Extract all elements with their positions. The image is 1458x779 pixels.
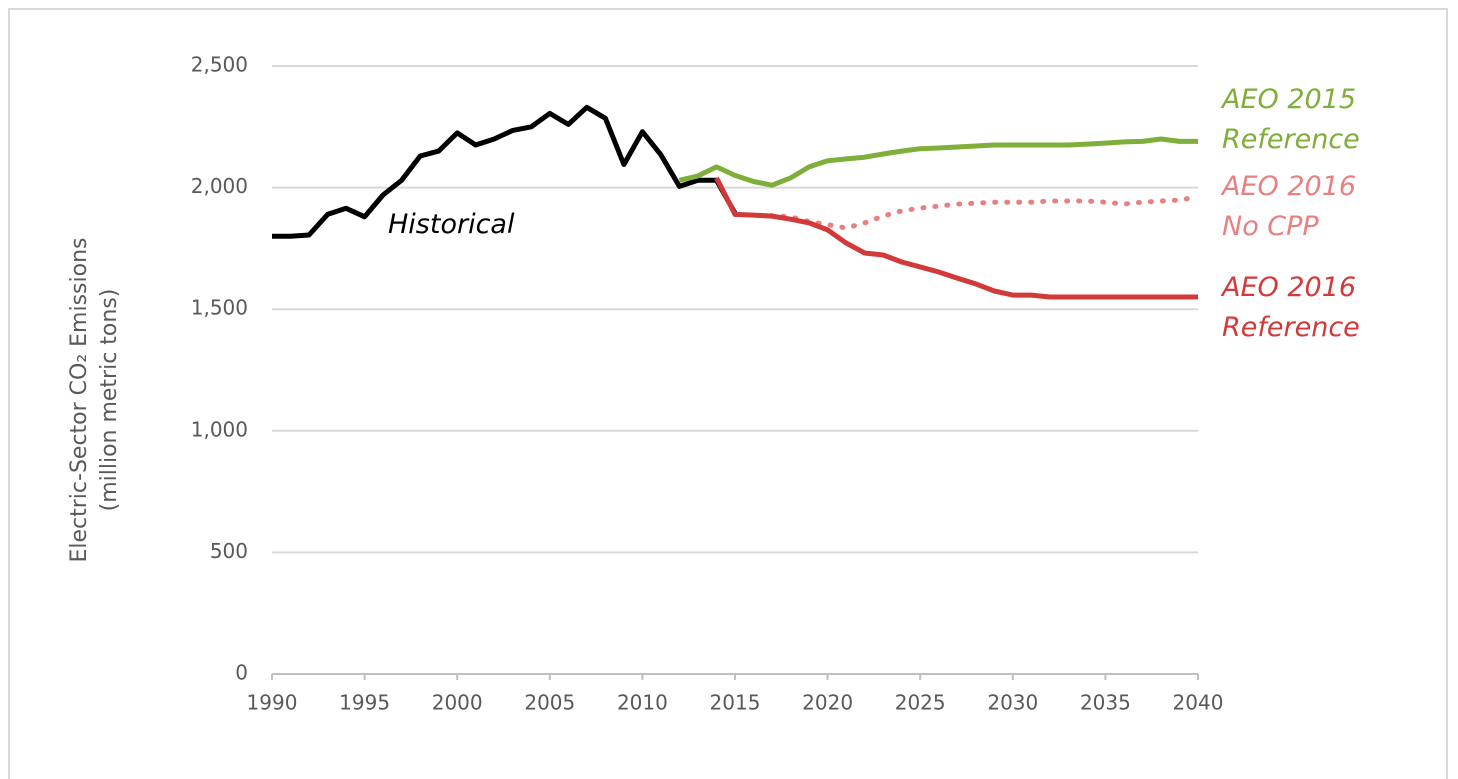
x-tick-label: 2005 [524, 691, 575, 715]
series-line [714, 176, 1198, 300]
series-label: AEO 2015 Reference [1222, 84, 1360, 155]
series-label: Historical [388, 209, 515, 240]
series-label: AEO 2016 No CPP [1222, 171, 1357, 242]
y-axis-label: Electric-Sector CO₂ Emissions (million m… [67, 237, 122, 563]
y-tick-label: 1,500 [191, 296, 248, 320]
x-tick-label: 2035 [1080, 691, 1131, 715]
x-tick-label: 2030 [987, 691, 1038, 715]
x-tick-label: 2015 [710, 691, 761, 715]
chart-frame [8, 8, 1448, 779]
y-tick-label: 2,000 [191, 174, 248, 198]
x-tick-label: 2010 [617, 691, 668, 715]
y-tick-label: 0 [235, 661, 248, 685]
x-tick-label: 1995 [339, 691, 390, 715]
x-tick-label: 2025 [895, 691, 946, 715]
y-tick-label: 500 [210, 539, 248, 563]
x-tick-label: 2020 [802, 691, 853, 715]
series-label: AEO 2016 Reference [1222, 272, 1360, 343]
x-tick-label: 1990 [247, 691, 298, 715]
y-tick-label: 2,500 [191, 53, 248, 77]
x-tick-label: 2000 [432, 691, 483, 715]
series-line [272, 104, 738, 239]
series-line [678, 136, 1198, 188]
x-tick-label: 2040 [1173, 691, 1224, 715]
y-tick-label: 1,000 [191, 417, 248, 441]
